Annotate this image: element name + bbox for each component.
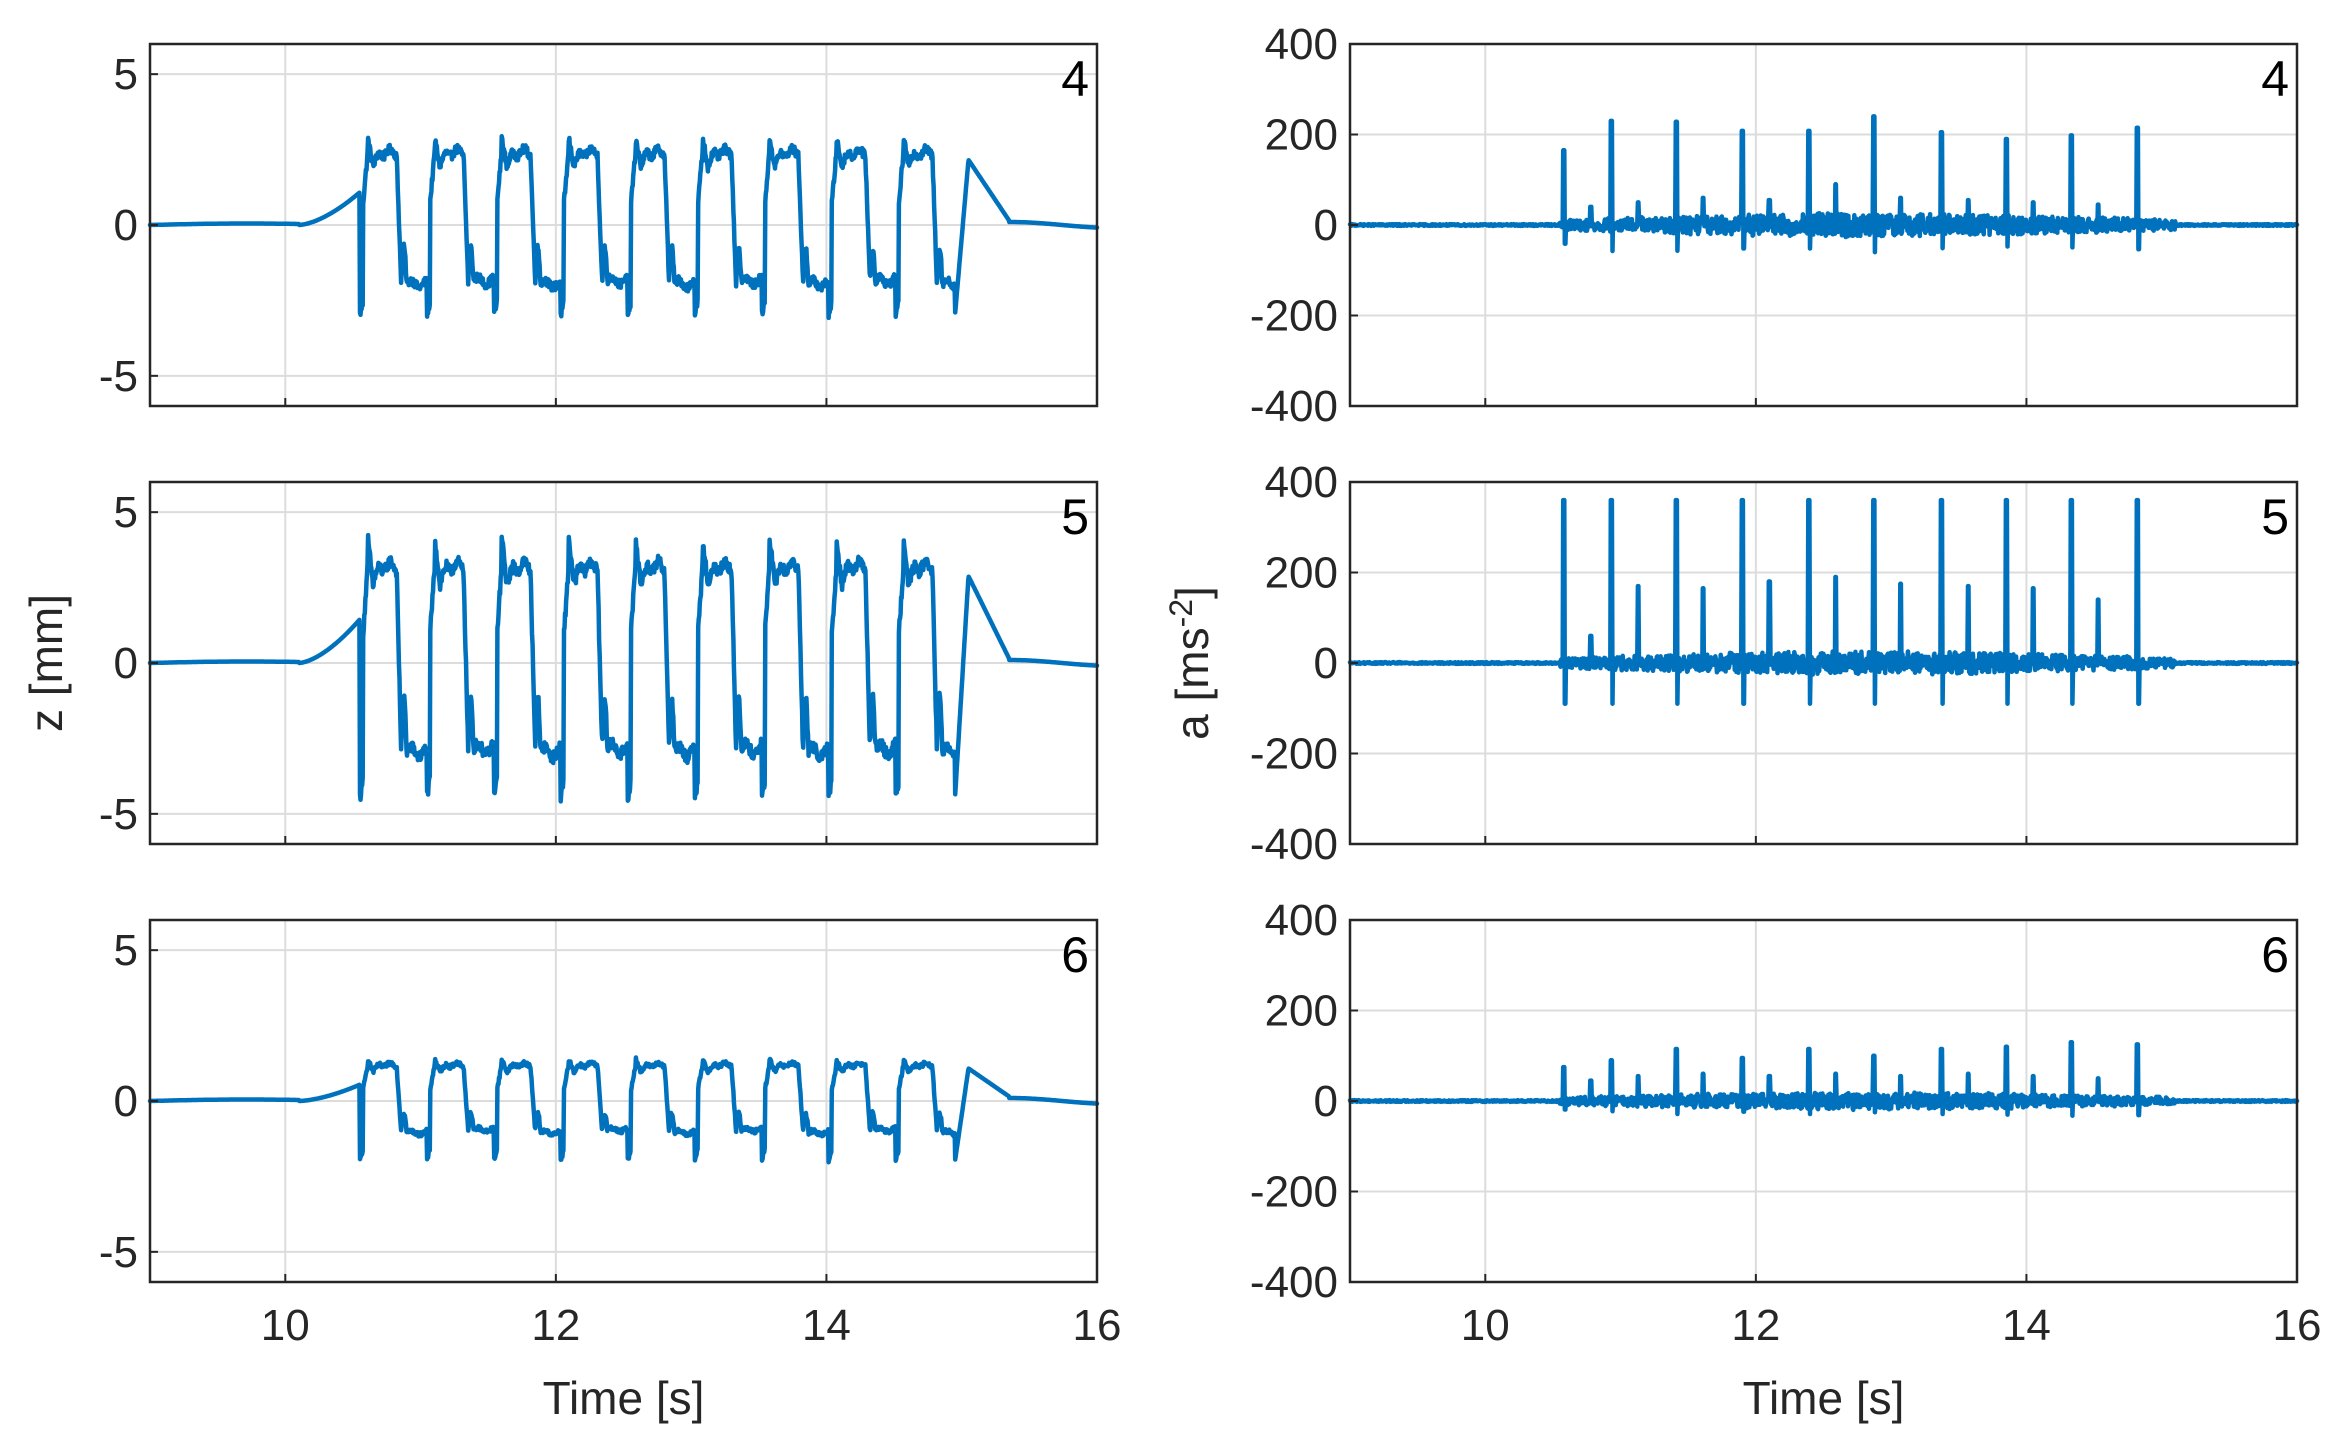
panel-z4: -5 0 5 4	[99, 42, 1100, 408]
xtick-label: 10	[261, 1301, 310, 1350]
ytick-label: -400	[1250, 820, 1338, 869]
ytick-label: 5	[114, 50, 138, 99]
xtick-label: 16	[1073, 1301, 1122, 1350]
xtick-label: 12	[531, 1301, 580, 1350]
series-line-a5	[1347, 497, 2300, 706]
panel-number-label: 4	[1061, 51, 1089, 107]
ytick-label: 200	[1265, 987, 1338, 1036]
ytick-label: 400	[1265, 458, 1338, 507]
ytick-label: -200	[1250, 1168, 1338, 1217]
panel-z6: -5 0 5 10 12 14 16 6 Time [s]	[99, 918, 1122, 1424]
ytick-label: 0	[114, 1077, 138, 1126]
series-line-a6	[1347, 1039, 2300, 1118]
ytick-label: -5	[99, 1228, 138, 1277]
panel-number-label: 6	[2261, 927, 2289, 983]
panel-number-label: 4	[2261, 51, 2289, 107]
ytick-label: -400	[1250, 382, 1338, 431]
xtick-label: 14	[802, 1301, 851, 1350]
ytick-label: -5	[99, 790, 138, 839]
ytick-label: 5	[114, 926, 138, 975]
series-line-z6	[147, 1055, 1100, 1165]
ytick-label: -200	[1250, 292, 1338, 341]
y-axis-label: z [mm]	[20, 594, 72, 732]
panel-number-label: 5	[2261, 489, 2289, 545]
ytick-label: 400	[1265, 896, 1338, 945]
series-line-a4	[1347, 114, 2300, 255]
series-line-z4	[147, 134, 1100, 321]
ytick-label: 200	[1265, 111, 1338, 160]
xtick-label: 14	[2002, 1301, 2051, 1350]
ytick-label: -200	[1250, 730, 1338, 779]
ytick-label: -400	[1250, 1258, 1338, 1307]
panel-number-label: 6	[1061, 927, 1089, 983]
xtick-label: 16	[2273, 1301, 2322, 1350]
ytick-label: 0	[1314, 201, 1338, 250]
panel-a4: -400 -200 0 200 400 4	[1250, 20, 2300, 431]
panel-a5: -400 -200 0 200 400 5 a [ms-2]	[1163, 458, 2300, 869]
ytick-label: 0	[114, 201, 138, 250]
ytick-label: 400	[1265, 20, 1338, 69]
panel-z5: -5 0 5 5 z [mm]	[20, 480, 1100, 846]
ytick-label: 0	[114, 639, 138, 688]
ytick-label: 0	[1314, 639, 1338, 688]
ytick-label: 0	[1314, 1077, 1338, 1126]
panel-number-label: 5	[1061, 489, 1089, 545]
x-axis-label: Time [s]	[1743, 1372, 1905, 1424]
x-axis-label: Time [s]	[543, 1372, 705, 1424]
y-axis-label: a [ms-2]	[1163, 586, 1218, 740]
series-line-z5	[147, 532, 1100, 804]
ytick-label: 200	[1265, 549, 1338, 598]
xtick-label: 12	[1731, 1301, 1780, 1350]
ytick-label: -5	[99, 352, 138, 401]
ytick-label: 5	[114, 488, 138, 537]
panel-a6: -400 -200 0 200 400 10 12 14 16 6 Time [s]	[1250, 896, 2322, 1424]
xtick-label: 10	[1461, 1301, 1510, 1350]
